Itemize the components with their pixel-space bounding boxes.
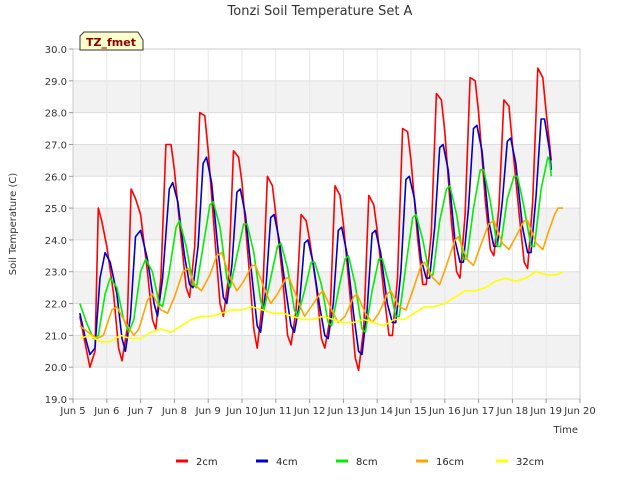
chart-title: Tonzi Soil Temperature Set A xyxy=(227,4,413,19)
x-tick-label: Jun 6 xyxy=(93,406,119,417)
y-tick-label: 21.0 xyxy=(45,331,67,342)
plot-frame xyxy=(72,48,581,400)
y-tick-label: 29.0 xyxy=(45,77,67,88)
x-axis-label: Time xyxy=(553,425,578,436)
y-tick-label: 24.0 xyxy=(45,236,67,247)
legend-label-8cm: 8cm xyxy=(356,457,378,468)
y-tick-label: 30.0 xyxy=(45,45,67,56)
x-tick-label: Jun 11 xyxy=(259,406,292,417)
x-tick-label: Jun 15 xyxy=(394,406,427,417)
y-axis-label: Soil Temperature (C) xyxy=(8,173,19,276)
series-line-4cm xyxy=(79,118,553,356)
y-tick-label: 26.0 xyxy=(45,172,67,183)
x-tick-label: Jun 7 xyxy=(127,406,153,417)
y-tick-label: 28.0 xyxy=(45,109,67,120)
y-tick-label: 20.0 xyxy=(45,363,67,374)
y-axis-ticks: 19.0 20.0 21.0 22.0 23.0 24.0 25.0 26.0 27.0 28.0… xyxy=(45,45,73,406)
y-tick-label: 19.0 xyxy=(45,395,67,406)
y-tick-label: 23.0 xyxy=(45,268,67,279)
series-line-16cm xyxy=(79,207,564,340)
grid-band xyxy=(73,144,580,177)
x-tick-label: Jun 14 xyxy=(360,406,393,417)
x-axis-ticks: Jun 5 Jun 6 Jun 7 Jun 8 Jun 9 Jun 10 Jun 11 Jun… xyxy=(59,399,596,417)
grid-band xyxy=(73,80,580,113)
legend: 2cm 4cm 8cm 16cm 32cm xyxy=(176,457,544,468)
x-tick-label: Jun 8 xyxy=(161,406,187,417)
x-tick-label: Jun 10 xyxy=(225,406,258,417)
x-tick-label: Jun 13 xyxy=(327,406,360,417)
x-tick-label: Jun 5 xyxy=(59,406,85,417)
y-tick-label: 25.0 xyxy=(45,204,67,215)
x-tick-label: Jun 12 xyxy=(293,406,326,417)
x-tick-label: Jun 9 xyxy=(195,406,221,417)
legend-label-32cm: 32cm xyxy=(516,457,544,468)
x-tick-label: Jun 18 xyxy=(496,406,529,417)
legend-label-2cm: 2cm xyxy=(196,457,218,468)
series-line-32cm xyxy=(79,270,564,343)
chart-badge: TZ_fmet xyxy=(79,31,144,51)
series-line-8cm xyxy=(79,156,553,340)
series-layer xyxy=(79,67,564,372)
x-tick-label: Jun 17 xyxy=(462,406,495,417)
legend-label-4cm: 4cm xyxy=(276,457,298,468)
x-tick-label: Jun 19 xyxy=(529,406,562,417)
y-tick-label: 27.0 xyxy=(45,140,67,151)
legend-label-16cm: 16cm xyxy=(436,457,464,468)
x-tick-label: Jun 16 xyxy=(428,406,461,417)
x-tick-label: Jun 20 xyxy=(563,406,596,417)
y-tick-label: 22.0 xyxy=(45,300,67,311)
badge-text: TZ_fmet xyxy=(86,36,136,49)
